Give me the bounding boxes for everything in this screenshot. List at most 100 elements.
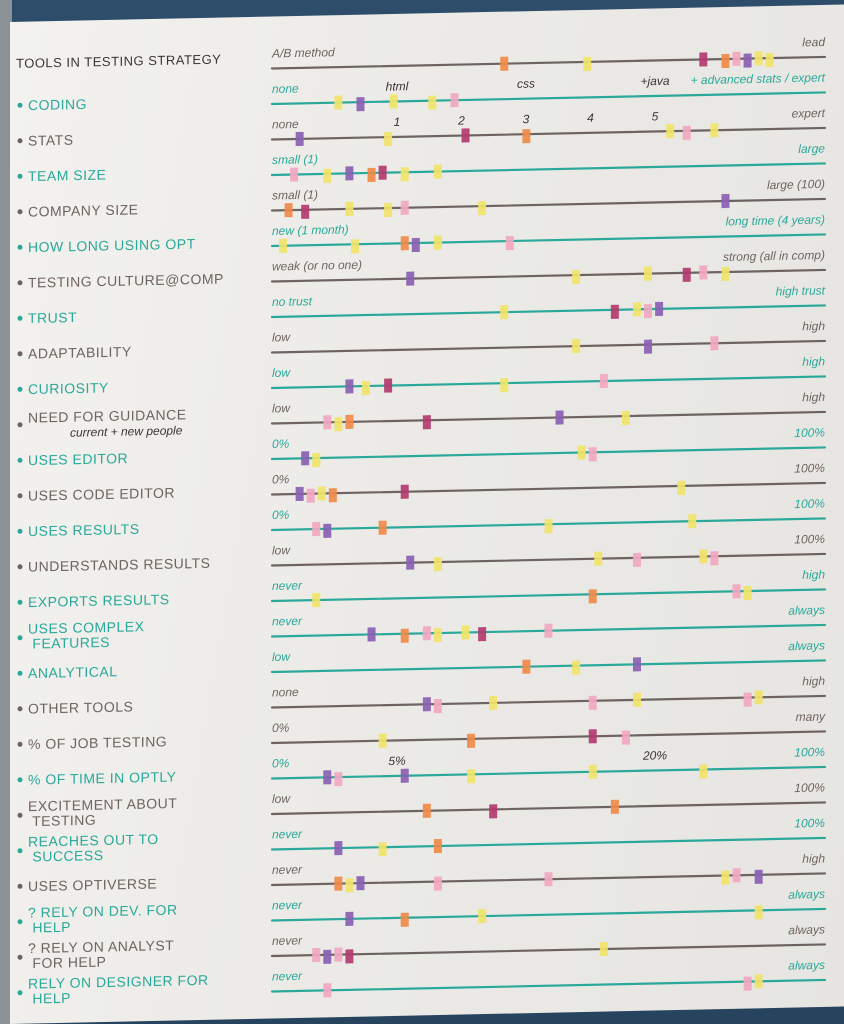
sticky-note-pink	[334, 772, 343, 787]
sticky-note-purple	[295, 486, 304, 502]
scale-line	[270, 978, 827, 993]
sticky-note-pink	[433, 876, 442, 891]
sticky-note-yellow	[433, 164, 442, 179]
sticky-note-orange	[433, 838, 442, 854]
scale-right-label: lead	[802, 35, 825, 49]
sticky-note-yellow	[644, 266, 653, 281]
scale-left-label: 0%	[272, 721, 290, 735]
bullet-dot	[17, 919, 23, 925]
sticky-note-orange	[334, 876, 343, 891]
scale-left-label: small (1)	[272, 152, 318, 167]
sticky-note-yellow	[489, 695, 498, 710]
scale-left-label: small (1)	[272, 188, 318, 203]
bullet-dot	[17, 244, 23, 250]
row-label: STATS	[28, 132, 74, 149]
sticky-note-pink	[306, 488, 315, 503]
sticky-note-pink	[644, 304, 653, 319]
sticky-note-yellow	[583, 56, 592, 71]
row-label: CURIOSITY	[28, 379, 109, 397]
whiteboard-frame	[0, 0, 12, 1024]
scale-right-label: high	[802, 319, 825, 333]
scale-left-label: low	[272, 366, 291, 380]
bullet-dot	[17, 351, 23, 357]
scale-right-label: high trust	[776, 283, 826, 298]
bullet-dot	[17, 528, 23, 534]
sticky-note-yellow	[478, 201, 487, 216]
bullet-dot	[17, 280, 23, 286]
sticky-note-yellow	[743, 585, 752, 601]
sticky-note-yellow	[467, 769, 476, 784]
scale-tick-label: 4	[587, 111, 594, 125]
sticky-note-pink	[544, 872, 553, 887]
row-label: % OF JOB TESTING	[28, 733, 167, 752]
scale-left-label: A/B method	[271, 45, 335, 60]
sticky-note-purple	[422, 697, 431, 712]
scale-tick-label: 3	[523, 112, 530, 126]
sticky-note-pink	[599, 373, 608, 389]
scale-tick-label: 5	[652, 109, 659, 123]
sticky-note-magenta	[384, 378, 393, 393]
sticky-note-yellow	[699, 549, 708, 564]
row-sublabel: current + new people	[70, 423, 183, 439]
bullet-dot	[17, 422, 23, 428]
row-label: USES COMPLEX FEATURES	[28, 618, 145, 651]
sticky-note-yellow	[577, 445, 586, 460]
scale-left-label: weak (or no one)	[272, 258, 362, 274]
sticky-note-yellow	[572, 339, 581, 354]
scale-line	[270, 162, 827, 177]
scale-right-label: high	[802, 851, 825, 865]
scale-right-label: high	[802, 354, 825, 368]
sticky-note-magenta	[422, 415, 431, 430]
sticky-note-yellow	[621, 411, 630, 426]
sticky-note-magenta	[610, 304, 619, 319]
sticky-note-yellow	[666, 124, 675, 139]
scale-right-label: high	[802, 567, 825, 581]
sticky-note-pink	[710, 336, 719, 351]
scale-left-label: low	[272, 330, 291, 344]
sticky-note-pink	[621, 730, 630, 745]
sticky-note-orange	[522, 659, 531, 674]
sticky-note-pink	[422, 626, 431, 641]
scale-tick-label: css	[517, 77, 535, 91]
sticky-note-purple	[644, 339, 653, 354]
sticky-note-orange	[345, 414, 354, 429]
sticky-note-yellow	[588, 764, 597, 779]
bullet-dot	[17, 386, 23, 392]
bullet-dot	[17, 599, 23, 605]
row-label: ? RELY ON ANALYST FOR HELP	[28, 937, 174, 971]
sticky-note-pink	[312, 522, 321, 537]
scale-tick-label: 1	[394, 115, 401, 129]
sticky-note-orange	[588, 589, 597, 604]
sticky-note-pink	[732, 51, 741, 66]
sticky-note-yellow	[428, 95, 437, 110]
sticky-note-orange	[400, 628, 409, 643]
row-label: TEAM SIZE	[28, 166, 106, 184]
bullet-dot	[17, 812, 23, 818]
scale-left-label: 0%	[272, 472, 290, 486]
row-label: CODING	[28, 96, 87, 113]
sticky-note-yellow	[599, 941, 608, 957]
sticky-note-pink	[400, 200, 409, 215]
row-label: USES RESULTS	[28, 521, 140, 539]
scale-left-label: none	[272, 81, 299, 96]
scale-line	[270, 659, 827, 674]
bullet-dot	[17, 848, 23, 854]
bullet-dot	[17, 883, 23, 889]
scale-left-label: 0%	[272, 508, 290, 522]
row-label: ? RELY ON DEV. FOR HELP	[28, 901, 178, 935]
sticky-note-pink	[433, 698, 442, 714]
sticky-note-yellow	[478, 909, 487, 924]
sticky-note-yellow	[389, 94, 398, 109]
sticky-note-yellow	[594, 551, 603, 566]
sticky-note-yellow	[632, 302, 641, 317]
scale-left-label: never	[272, 862, 303, 877]
sticky-note-magenta	[301, 204, 310, 219]
sticky-note-purple	[406, 555, 415, 570]
scale-right-label: large	[798, 141, 825, 156]
sticky-note-purple	[334, 841, 343, 856]
sticky-note-yellow	[279, 238, 288, 253]
sticky-note-purple	[356, 97, 365, 112]
sticky-note-pink	[743, 976, 752, 991]
scale-line	[270, 552, 827, 567]
scale-tick-label: 20%	[642, 748, 667, 763]
